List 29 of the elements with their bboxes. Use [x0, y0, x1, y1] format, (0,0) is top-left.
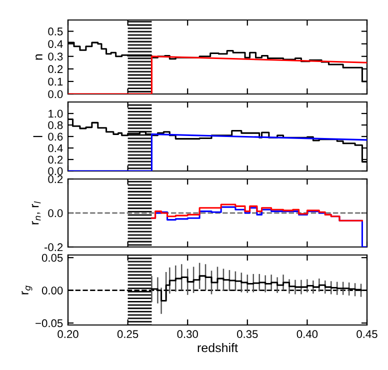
y-tick-label: -0.2: [44, 243, 63, 252]
x-tick-label: 0.30: [177, 330, 198, 338]
y-tick-label: 0.05: [42, 254, 63, 262]
x-tick-label: 0.35: [237, 330, 258, 338]
x-axis-title: redshift: [198, 342, 238, 352]
y-tick-label: 0.00: [42, 286, 63, 294]
x-tick-label: 0.20: [58, 330, 78, 338]
x-tick-label: 0.25: [117, 330, 138, 338]
y-tick-label: 0.0: [48, 90, 63, 98]
y-tick-label: 0.0: [48, 167, 63, 176]
y-tick-label: 0.3: [48, 52, 63, 61]
y-tick-label: 0.8: [48, 121, 63, 130]
x-tick-label: 0.40: [296, 330, 318, 338]
y-axis-title: r$_{n}$, r$_{l}$: [32, 201, 41, 224]
y-tick-label: 0.5: [48, 28, 63, 36]
y-tick-label: 0.2: [48, 65, 63, 74]
y-tick-label: −0.05: [36, 319, 63, 328]
y-tick-label: 0.2: [48, 156, 63, 164]
y-axis-title: r$_{g}$: [22, 286, 32, 294]
y-tick-label: 0.2: [48, 175, 63, 184]
y-tick-label: 1.0: [48, 110, 63, 118]
y-tick-label: 0.4: [48, 40, 63, 48]
y-tick-label: 0.6: [48, 132, 63, 141]
y-tick-label: 0.4: [48, 144, 63, 152]
y-tick-label: 0.0: [48, 209, 63, 218]
y-axis-title: l: [33, 136, 42, 138]
y-axis-title: n: [36, 54, 42, 60]
x-tick-label: 0.45: [356, 330, 378, 338]
y-tick-label: 0.1: [48, 78, 63, 86]
